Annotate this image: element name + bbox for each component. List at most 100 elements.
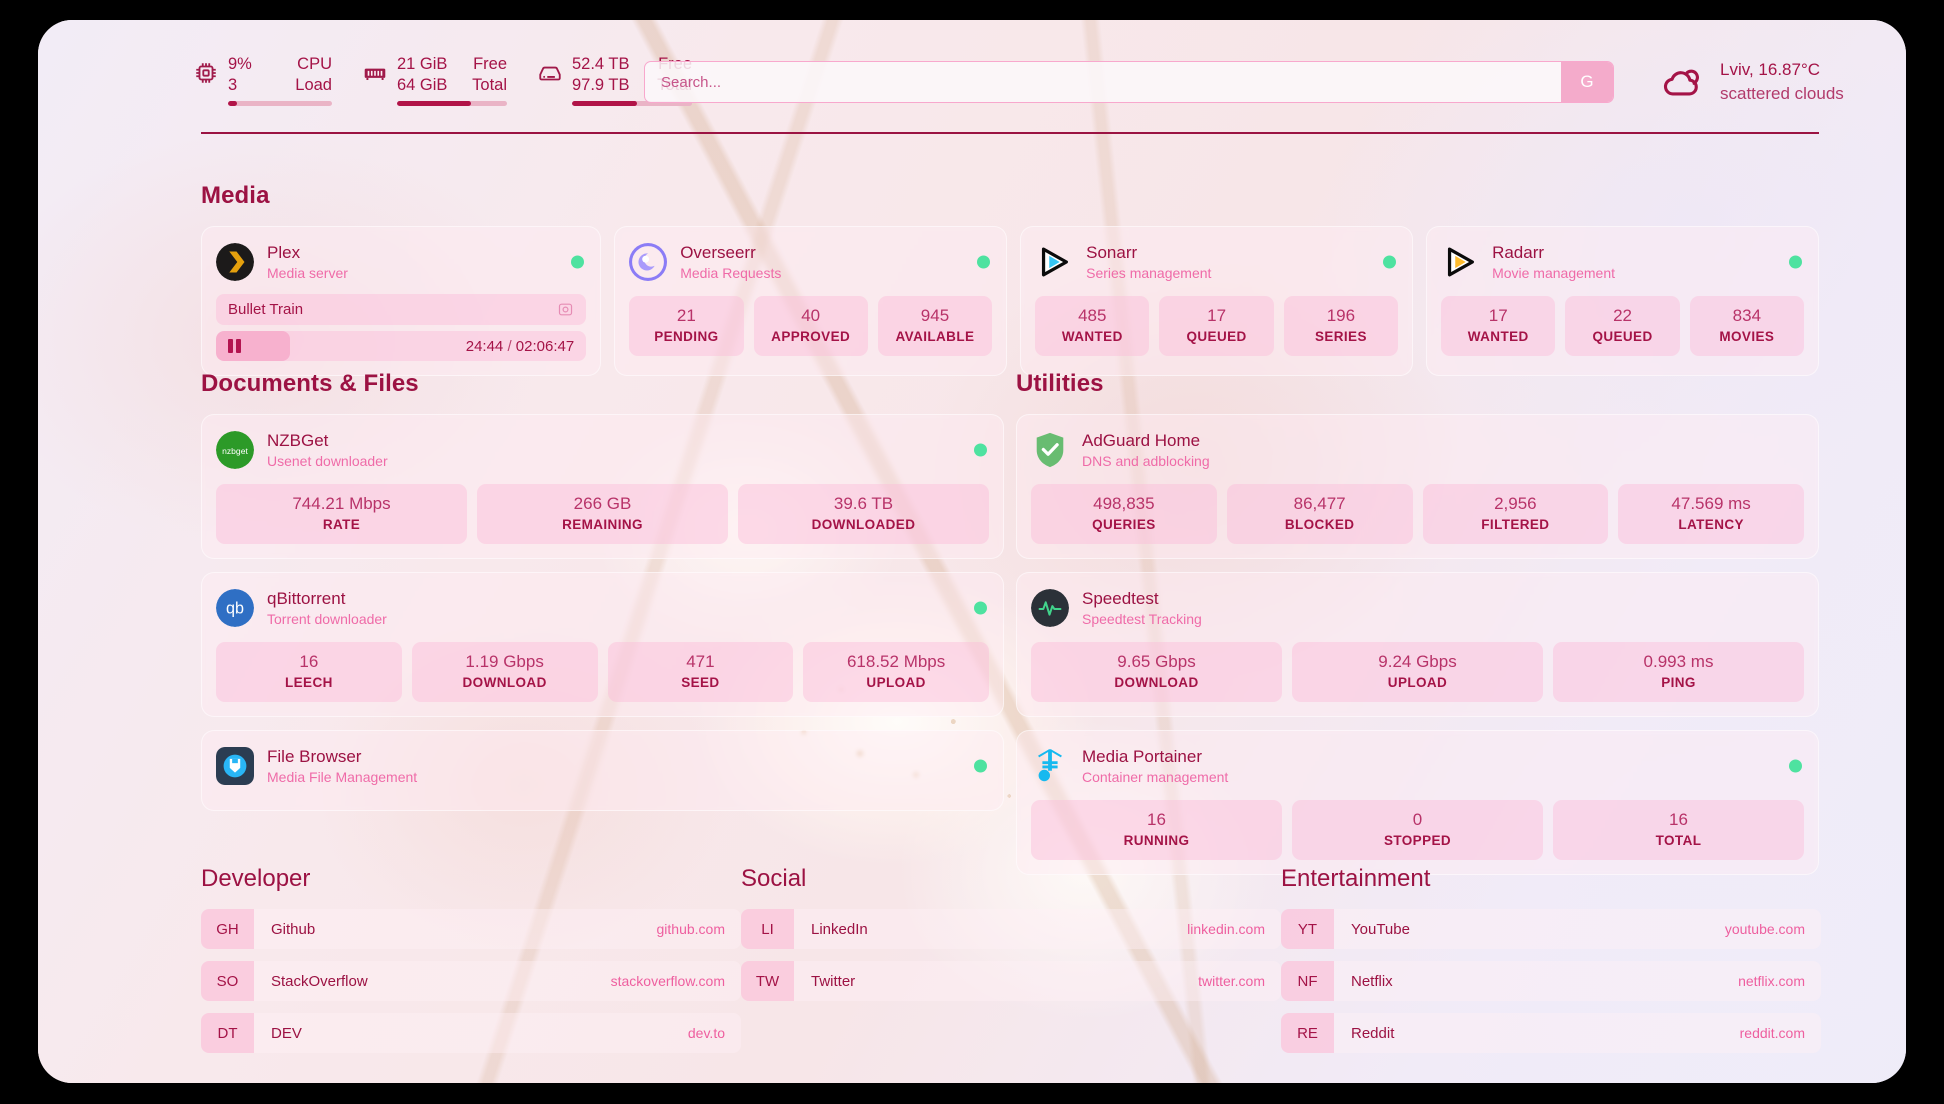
svg-text:qb: qb [226,600,244,618]
bookmark-name: Reddit [1351,1024,1395,1042]
app-subtitle: Media Requests [680,264,782,281]
app-card-nzbget[interactable]: nzbget NZBGet Usenet downloader 744.21 M… [201,414,1004,559]
stat-pill: 0 STOPPED [1292,800,1543,860]
stat-pill: 16 LEECH [216,642,402,702]
bookmark-abbr: YT [1281,909,1334,949]
bookmark-item[interactable]: DT DEV dev.to [201,1013,741,1053]
app-card-adguard-home[interactable]: AdGuard Home DNS and adblocking 498,835 Q… [1016,414,1819,559]
status-indicator [974,759,987,773]
bookmark-url: youtube.com [1724,921,1805,937]
app-name: Radarr [1492,242,1545,262]
stat-pill: 47.569 ms LATENCY [1618,484,1804,544]
weather-location-temp: Lviv, 16.87°C [1720,60,1821,79]
bookmark-name: YouTube [1351,920,1410,938]
qbittorrent-icon: qb [216,589,254,627]
app-card-sonarr[interactable]: Sonarr Series management 485 WANTED 17 QUE… [1020,226,1414,376]
nzbget-icon: nzbget [216,431,254,469]
stat-pill: 945 AVAILABLE [877,296,993,356]
bookmark-item[interactable]: YT YouTube youtube.com [1281,909,1821,949]
search-bar[interactable]: G [644,61,1614,103]
app-card-qbittorrent[interactable]: qb qBittorrent Torrent downloader 16 LEEC… [201,572,1004,717]
ram-label2: Total [472,76,507,94]
disk-value: 52.4 TB [572,55,630,73]
stat-pill: 196 SERIES [1283,296,1399,356]
bookmark-abbr: NF [1281,961,1334,1001]
portainer-icon [1031,747,1069,785]
radarr-icon [1441,243,1479,281]
system-stats: 9% CPU 3 Load [193,54,692,106]
bookmark-url: linkedin.com [1187,921,1265,937]
app-card-radarr[interactable]: Radarr Movie management 17 WANTED 22 QUEUE… [1426,226,1819,376]
stat-pill: 2,956 FILTERED [1422,484,1609,544]
bookmark-item[interactable]: SO StackOverflow stackoverflow.com [201,961,741,1001]
stat-pill: 834 MOVIES [1689,296,1804,356]
cpu-usage-bar [228,101,332,106]
bookmark-item[interactable]: TW Twitter twitter.com [741,961,1281,1001]
ram-icon [362,60,388,86]
status-indicator [571,255,585,269]
search-engine-button[interactable]: G [1561,62,1613,102]
bookmark-url: reddit.com [1739,1025,1805,1041]
bookmark-group-title-social: Social [741,865,807,892]
search-input[interactable] [645,62,1561,102]
bookmark-name: Netflix [1351,972,1393,990]
bookmark-abbr: DT [201,1013,254,1053]
stat-pill: 9.24 Gbps UPLOAD [1292,642,1543,702]
bookmark-abbr: LI [741,909,794,949]
ram-usage-bar [397,101,507,106]
top-bar: 9% CPU 3 Load [38,20,1906,132]
bookmark-group-title-developer: Developer [201,865,311,892]
app-name: AdGuard Home [1082,430,1201,450]
bookmark-item[interactable]: RE Reddit reddit.com [1281,1013,1821,1053]
bookmark-url: stackoverflow.com [610,973,725,989]
bookmark-name: Twitter [811,972,856,990]
bookmark-abbr: TW [741,961,794,1001]
section-title-media: Media [201,182,270,209]
ram-label: Free [473,55,507,73]
status-indicator [1383,255,1397,269]
app-name: Plex [267,242,301,262]
bookmark-group-title-entertainment: Entertainment [1281,865,1431,892]
overseerr-icon [629,243,668,281]
bookmark-name: StackOverflow [271,972,368,990]
app-subtitle: Series management [1086,264,1212,281]
stat-pill: 17 QUEUED [1159,296,1274,356]
pause-icon[interactable] [228,339,241,353]
ram-stat-widget[interactable]: 21 GiB Free 64 GiB Total [362,54,507,106]
now-playing-title: Bullet Train [228,301,304,318]
bookmark-item[interactable]: LI LinkedIn linkedin.com [741,909,1281,949]
stat-pill: 266 GB REMAINING [477,484,728,544]
now-playing: Bullet Train 24:44 / 02:06:47 [216,294,587,361]
status-indicator [974,443,987,457]
header-divider [201,132,1819,134]
ram-value2: 64 GiB [397,76,448,94]
app-subtitle: Media File Management [267,768,418,785]
ram-value: 21 GiB [397,55,448,73]
stat-pill: 9.65 Gbps DOWNLOAD [1031,642,1282,702]
app-name: Sonarr [1086,242,1138,262]
cast-icon[interactable] [557,301,574,318]
app-name: Media Portainer [1082,746,1203,766]
app-card-plex[interactable]: Plex Media server Bullet Train [201,226,602,376]
cpu-stat-widget[interactable]: 9% CPU 3 Load [193,54,332,106]
cpu-label: CPU [297,55,332,73]
app-subtitle: DNS and adblocking [1082,452,1210,469]
stat-pill: 17 WANTED [1441,296,1556,356]
stat-pill: 16 RUNNING [1031,800,1282,860]
bookmark-url: github.com [656,921,725,937]
svg-text:nzbget: nzbget [222,446,248,456]
stat-pill: 498,835 QUERIES [1031,484,1217,544]
weather-widget[interactable]: Lviv, 16.87°C scattered clouds [1660,58,1844,106]
app-card-media-portainer[interactable]: Media Portainer Container management 16 R… [1016,730,1819,875]
stat-pill: 0.993 ms PING [1553,642,1804,702]
bookmark-abbr: GH [201,909,254,949]
bookmark-item[interactable]: GH Github github.com [201,909,741,949]
app-card-speedtest[interactable]: Speedtest Speedtest Tracking 9.65 Gbps DO… [1016,572,1819,717]
stat-pill: 485 WANTED [1035,296,1150,356]
stat-pill: 16 TOTAL [1553,800,1804,860]
app-card-file-browser[interactable]: File Browser Media File Management [201,730,1004,811]
playback-progress-bar[interactable]: 24:44 / 02:06:47 [216,331,587,361]
app-name: Speedtest [1082,588,1159,608]
bookmark-item[interactable]: NF Netflix netflix.com [1281,961,1821,1001]
app-card-overseerr[interactable]: Overseerr Media Requests 21 PENDING 40 APP… [614,226,1008,376]
